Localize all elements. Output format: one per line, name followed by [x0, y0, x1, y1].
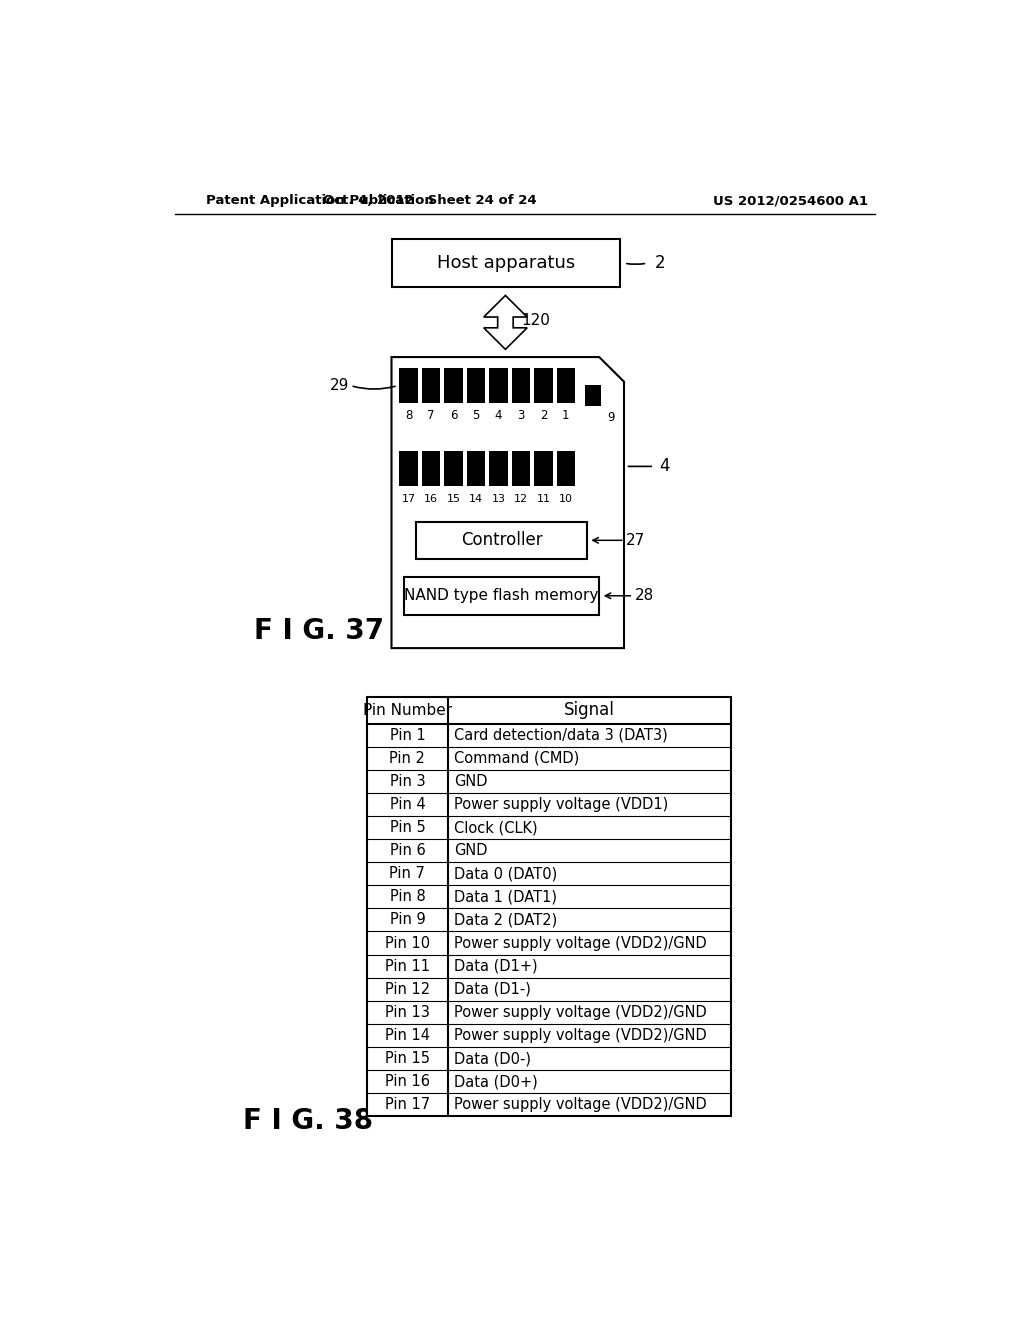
Text: Data (D0-): Data (D0-): [455, 1051, 531, 1067]
Text: GND: GND: [455, 774, 487, 789]
Bar: [403, 577, 599, 615]
Text: Pin 5: Pin 5: [389, 820, 425, 836]
Text: 13: 13: [492, 494, 506, 504]
Text: 8: 8: [404, 409, 413, 422]
Text: Data 2 (DAT2): Data 2 (DAT2): [455, 912, 557, 928]
Bar: [367, 697, 731, 1117]
Text: Data (D0+): Data (D0+): [455, 1074, 538, 1089]
Text: 11: 11: [537, 494, 551, 504]
Text: Pin 10: Pin 10: [385, 936, 430, 950]
Bar: [444, 368, 463, 404]
Text: 6: 6: [450, 409, 458, 422]
Bar: [557, 451, 575, 487]
Text: F I G. 38: F I G. 38: [243, 1107, 373, 1135]
Bar: [586, 385, 601, 407]
Bar: [557, 368, 575, 404]
Polygon shape: [483, 296, 527, 350]
Text: Pin 9: Pin 9: [389, 912, 425, 928]
Text: Pin 13: Pin 13: [385, 1005, 430, 1020]
Text: 10: 10: [559, 494, 572, 504]
Text: Power supply voltage (VDD2)/GND: Power supply voltage (VDD2)/GND: [455, 1005, 707, 1020]
Text: 17: 17: [401, 494, 416, 504]
Text: 16: 16: [424, 494, 438, 504]
Text: Clock (CLK): Clock (CLK): [455, 820, 538, 836]
Text: Data (D1+): Data (D1+): [455, 958, 538, 974]
Text: 5: 5: [472, 409, 479, 422]
Text: Pin 11: Pin 11: [385, 958, 430, 974]
Text: Power supply voltage (VDD2)/GND: Power supply voltage (VDD2)/GND: [455, 1097, 707, 1113]
Bar: [422, 451, 440, 487]
Bar: [512, 368, 530, 404]
Bar: [489, 451, 508, 487]
Bar: [512, 451, 530, 487]
Text: Pin 2: Pin 2: [389, 751, 425, 766]
Text: Power supply voltage (VDD1): Power supply voltage (VDD1): [455, 797, 669, 812]
Text: Pin 12: Pin 12: [385, 982, 430, 997]
Text: Patent Application Publication: Patent Application Publication: [206, 194, 433, 207]
Text: 3: 3: [517, 409, 524, 422]
Text: Card detection/data 3 (DAT3): Card detection/data 3 (DAT3): [455, 727, 668, 743]
Text: Power supply voltage (VDD2)/GND: Power supply voltage (VDD2)/GND: [455, 1028, 707, 1043]
Text: 120: 120: [521, 313, 550, 327]
Text: 28: 28: [635, 589, 654, 603]
Text: NAND type flash memory: NAND type flash memory: [404, 589, 599, 603]
Text: Pin 3: Pin 3: [389, 774, 425, 789]
Text: Pin 6: Pin 6: [389, 843, 425, 858]
Text: Pin 14: Pin 14: [385, 1028, 430, 1043]
Bar: [399, 451, 418, 487]
Text: Pin 7: Pin 7: [389, 866, 425, 882]
Text: Data (D1-): Data (D1-): [455, 982, 531, 997]
Bar: [489, 368, 508, 404]
Text: 1: 1: [562, 409, 569, 422]
Text: Signal: Signal: [564, 701, 615, 719]
Text: 15: 15: [446, 494, 461, 504]
Text: 4: 4: [658, 458, 670, 475]
Text: 4: 4: [495, 409, 502, 422]
Text: Pin 15: Pin 15: [385, 1051, 430, 1067]
Bar: [467, 368, 485, 404]
Bar: [391, 239, 621, 286]
Text: Data 1 (DAT1): Data 1 (DAT1): [455, 890, 557, 904]
Polygon shape: [391, 358, 624, 648]
Bar: [535, 368, 553, 404]
Text: Controller: Controller: [461, 532, 543, 549]
Text: Pin 8: Pin 8: [389, 890, 425, 904]
Bar: [399, 368, 418, 404]
Bar: [417, 521, 587, 558]
Text: Pin 16: Pin 16: [385, 1074, 430, 1089]
Text: 12: 12: [514, 494, 528, 504]
Text: 2: 2: [655, 255, 666, 272]
Text: Data 0 (DAT0): Data 0 (DAT0): [455, 866, 557, 882]
Text: Pin 1: Pin 1: [389, 727, 425, 743]
Text: Power supply voltage (VDD2)/GND: Power supply voltage (VDD2)/GND: [455, 936, 707, 950]
Text: Command (CMD): Command (CMD): [455, 751, 580, 766]
Text: Oct. 4, 2012   Sheet 24 of 24: Oct. 4, 2012 Sheet 24 of 24: [324, 194, 537, 207]
Text: GND: GND: [455, 843, 487, 858]
Text: Pin 17: Pin 17: [385, 1097, 430, 1113]
Text: Host apparatus: Host apparatus: [436, 255, 574, 272]
Bar: [422, 368, 440, 404]
Text: US 2012/0254600 A1: US 2012/0254600 A1: [713, 194, 868, 207]
Text: 9: 9: [607, 412, 614, 425]
Text: 2: 2: [540, 409, 547, 422]
Text: 7: 7: [427, 409, 435, 422]
Text: 14: 14: [469, 494, 483, 504]
Text: 27: 27: [627, 533, 645, 548]
Text: Pin Number: Pin Number: [362, 704, 452, 718]
Bar: [444, 451, 463, 487]
Text: Pin 4: Pin 4: [389, 797, 425, 812]
Text: 29: 29: [330, 378, 349, 393]
Text: F I G. 37: F I G. 37: [254, 618, 384, 645]
Bar: [535, 451, 553, 487]
Bar: [467, 451, 485, 487]
